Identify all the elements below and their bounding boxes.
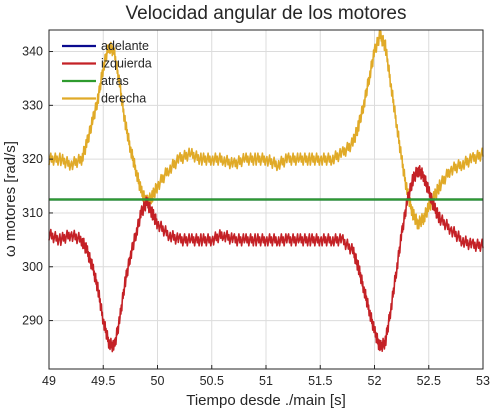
legend-label-izquierda: izquierda — [101, 57, 152, 71]
x-axis-label: Tiempo desde ./main [s] — [186, 392, 346, 409]
legend-label-derecha: derecha — [101, 92, 146, 106]
legend: adelante izquierda atras derecha — [62, 39, 152, 106]
x-tick-label: 49 — [42, 374, 56, 388]
plot-series — [48, 30, 484, 353]
y-tick-label: 320 — [22, 152, 43, 166]
y-tick-label: 310 — [22, 206, 43, 220]
y-tick-label: 290 — [22, 314, 43, 328]
x-tick-label: 52.5 — [417, 374, 441, 388]
x-tick-label: 50 — [151, 374, 165, 388]
legend-label-atras: atras — [101, 74, 129, 88]
x-tick-label: 51.5 — [308, 374, 332, 388]
x-tick-label: 53 — [476, 374, 490, 388]
chart-title: Velocidad angular de los motores — [126, 3, 407, 24]
x-tick-label: 49.5 — [91, 374, 115, 388]
x-tick-label: 51 — [259, 374, 273, 388]
legend-label-adelante: adelante — [101, 39, 149, 53]
x-tick-label: 50.5 — [200, 374, 224, 388]
series-line-izquierda — [48, 165, 484, 353]
y-tick-label: 340 — [22, 45, 43, 59]
y-tick-label: 330 — [22, 98, 43, 112]
x-tick-label: 52 — [368, 374, 382, 388]
y-tick-label: 300 — [22, 260, 43, 274]
series-line-derecha — [48, 30, 484, 230]
y-axis-ticks: 290 300 310 320 330 340 — [22, 45, 53, 328]
x-axis-ticks: 49 49.5 50 50.5 51 51.5 52 52.5 53 — [42, 365, 490, 388]
y-axis-label: ω motores [rad/s] — [2, 141, 19, 257]
